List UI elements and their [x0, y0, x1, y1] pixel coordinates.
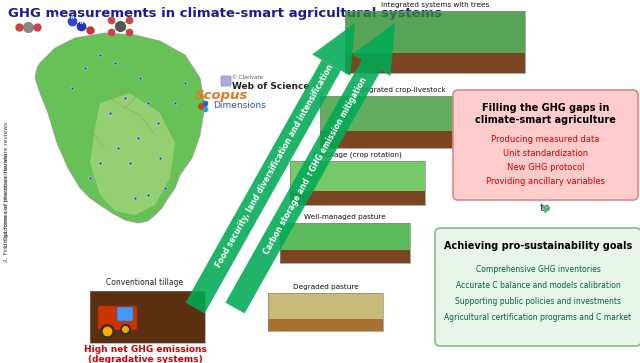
- Polygon shape: [352, 23, 395, 76]
- FancyBboxPatch shape: [280, 223, 410, 250]
- FancyBboxPatch shape: [453, 90, 638, 200]
- Polygon shape: [90, 93, 175, 215]
- Polygon shape: [225, 60, 381, 313]
- Text: 1. Outcomes of previous literature reviews: 1. Outcomes of previous literature revie…: [4, 122, 9, 248]
- Text: © Clarivate: © Clarivate: [232, 75, 263, 80]
- FancyBboxPatch shape: [290, 161, 425, 191]
- FancyBboxPatch shape: [268, 293, 383, 319]
- Text: Web of Science: Web of Science: [232, 82, 310, 91]
- Text: Providing ancillary variables: Providing ancillary variables: [486, 177, 605, 186]
- Polygon shape: [312, 23, 355, 76]
- Text: N: N: [70, 16, 74, 20]
- FancyBboxPatch shape: [345, 53, 525, 73]
- Text: ·: ·: [192, 90, 196, 100]
- Text: Integrated crop-livestock: Integrated crop-livestock: [355, 87, 445, 93]
- Polygon shape: [35, 33, 205, 223]
- Text: N: N: [53, 14, 57, 19]
- Text: 2. Findings from our literature review: 2. Findings from our literature review: [4, 152, 9, 262]
- Text: High net GHG emissions
(degradative systems): High net GHG emissions (degradative syst…: [84, 345, 207, 363]
- Text: Filling the GHG gaps in
climate-smart agriculture: Filling the GHG gaps in climate-smart ag…: [475, 103, 616, 125]
- Text: Scopus: Scopus: [195, 89, 248, 102]
- FancyBboxPatch shape: [98, 306, 137, 330]
- FancyBboxPatch shape: [290, 191, 425, 205]
- FancyBboxPatch shape: [320, 96, 480, 131]
- Text: New GHG protocol: New GHG protocol: [507, 163, 584, 172]
- FancyBboxPatch shape: [435, 228, 640, 346]
- Text: Carbon storage and ↑GHG emission mitigation: Carbon storage and ↑GHG emission mitigat…: [262, 75, 369, 256]
- Text: Degraded pasture: Degraded pasture: [292, 284, 358, 290]
- Text: Integrated systems with trees: Integrated systems with trees: [381, 2, 489, 8]
- Text: Well-managed pasture: Well-managed pasture: [304, 214, 386, 220]
- Text: Comprehensive GHG inventories: Comprehensive GHG inventories: [476, 265, 600, 274]
- FancyBboxPatch shape: [221, 76, 231, 86]
- Text: to: to: [540, 203, 551, 213]
- FancyBboxPatch shape: [268, 319, 383, 331]
- Text: Accurate C balance and models calibration: Accurate C balance and models calibratio…: [456, 281, 620, 290]
- Text: Achieving pro-sustainability goals: Achieving pro-sustainability goals: [444, 241, 632, 251]
- Text: No tillage (crop rotation): No tillage (crop rotation): [313, 151, 402, 158]
- Text: Unit standardization: Unit standardization: [503, 149, 588, 158]
- Text: N: N: [79, 21, 83, 25]
- Text: Agricultural certification programs and C market: Agricultural certification programs and …: [444, 313, 632, 322]
- Text: GHG measurements in climate-smart agricultural systems: GHG measurements in climate-smart agricu…: [8, 7, 442, 20]
- FancyBboxPatch shape: [90, 291, 205, 343]
- FancyBboxPatch shape: [345, 11, 525, 53]
- Text: Conventional tillage: Conventional tillage: [106, 278, 184, 287]
- Text: Dimensions: Dimensions: [213, 102, 266, 110]
- FancyBboxPatch shape: [320, 131, 480, 148]
- Polygon shape: [186, 60, 341, 313]
- Text: Supporting public policies and investments: Supporting public policies and investmen…: [455, 297, 621, 306]
- FancyBboxPatch shape: [117, 307, 133, 321]
- Text: Producing measured data: Producing measured data: [492, 135, 600, 144]
- FancyBboxPatch shape: [280, 250, 410, 263]
- Text: Food security, land diversification and intensification: Food security, land diversification and …: [214, 62, 335, 269]
